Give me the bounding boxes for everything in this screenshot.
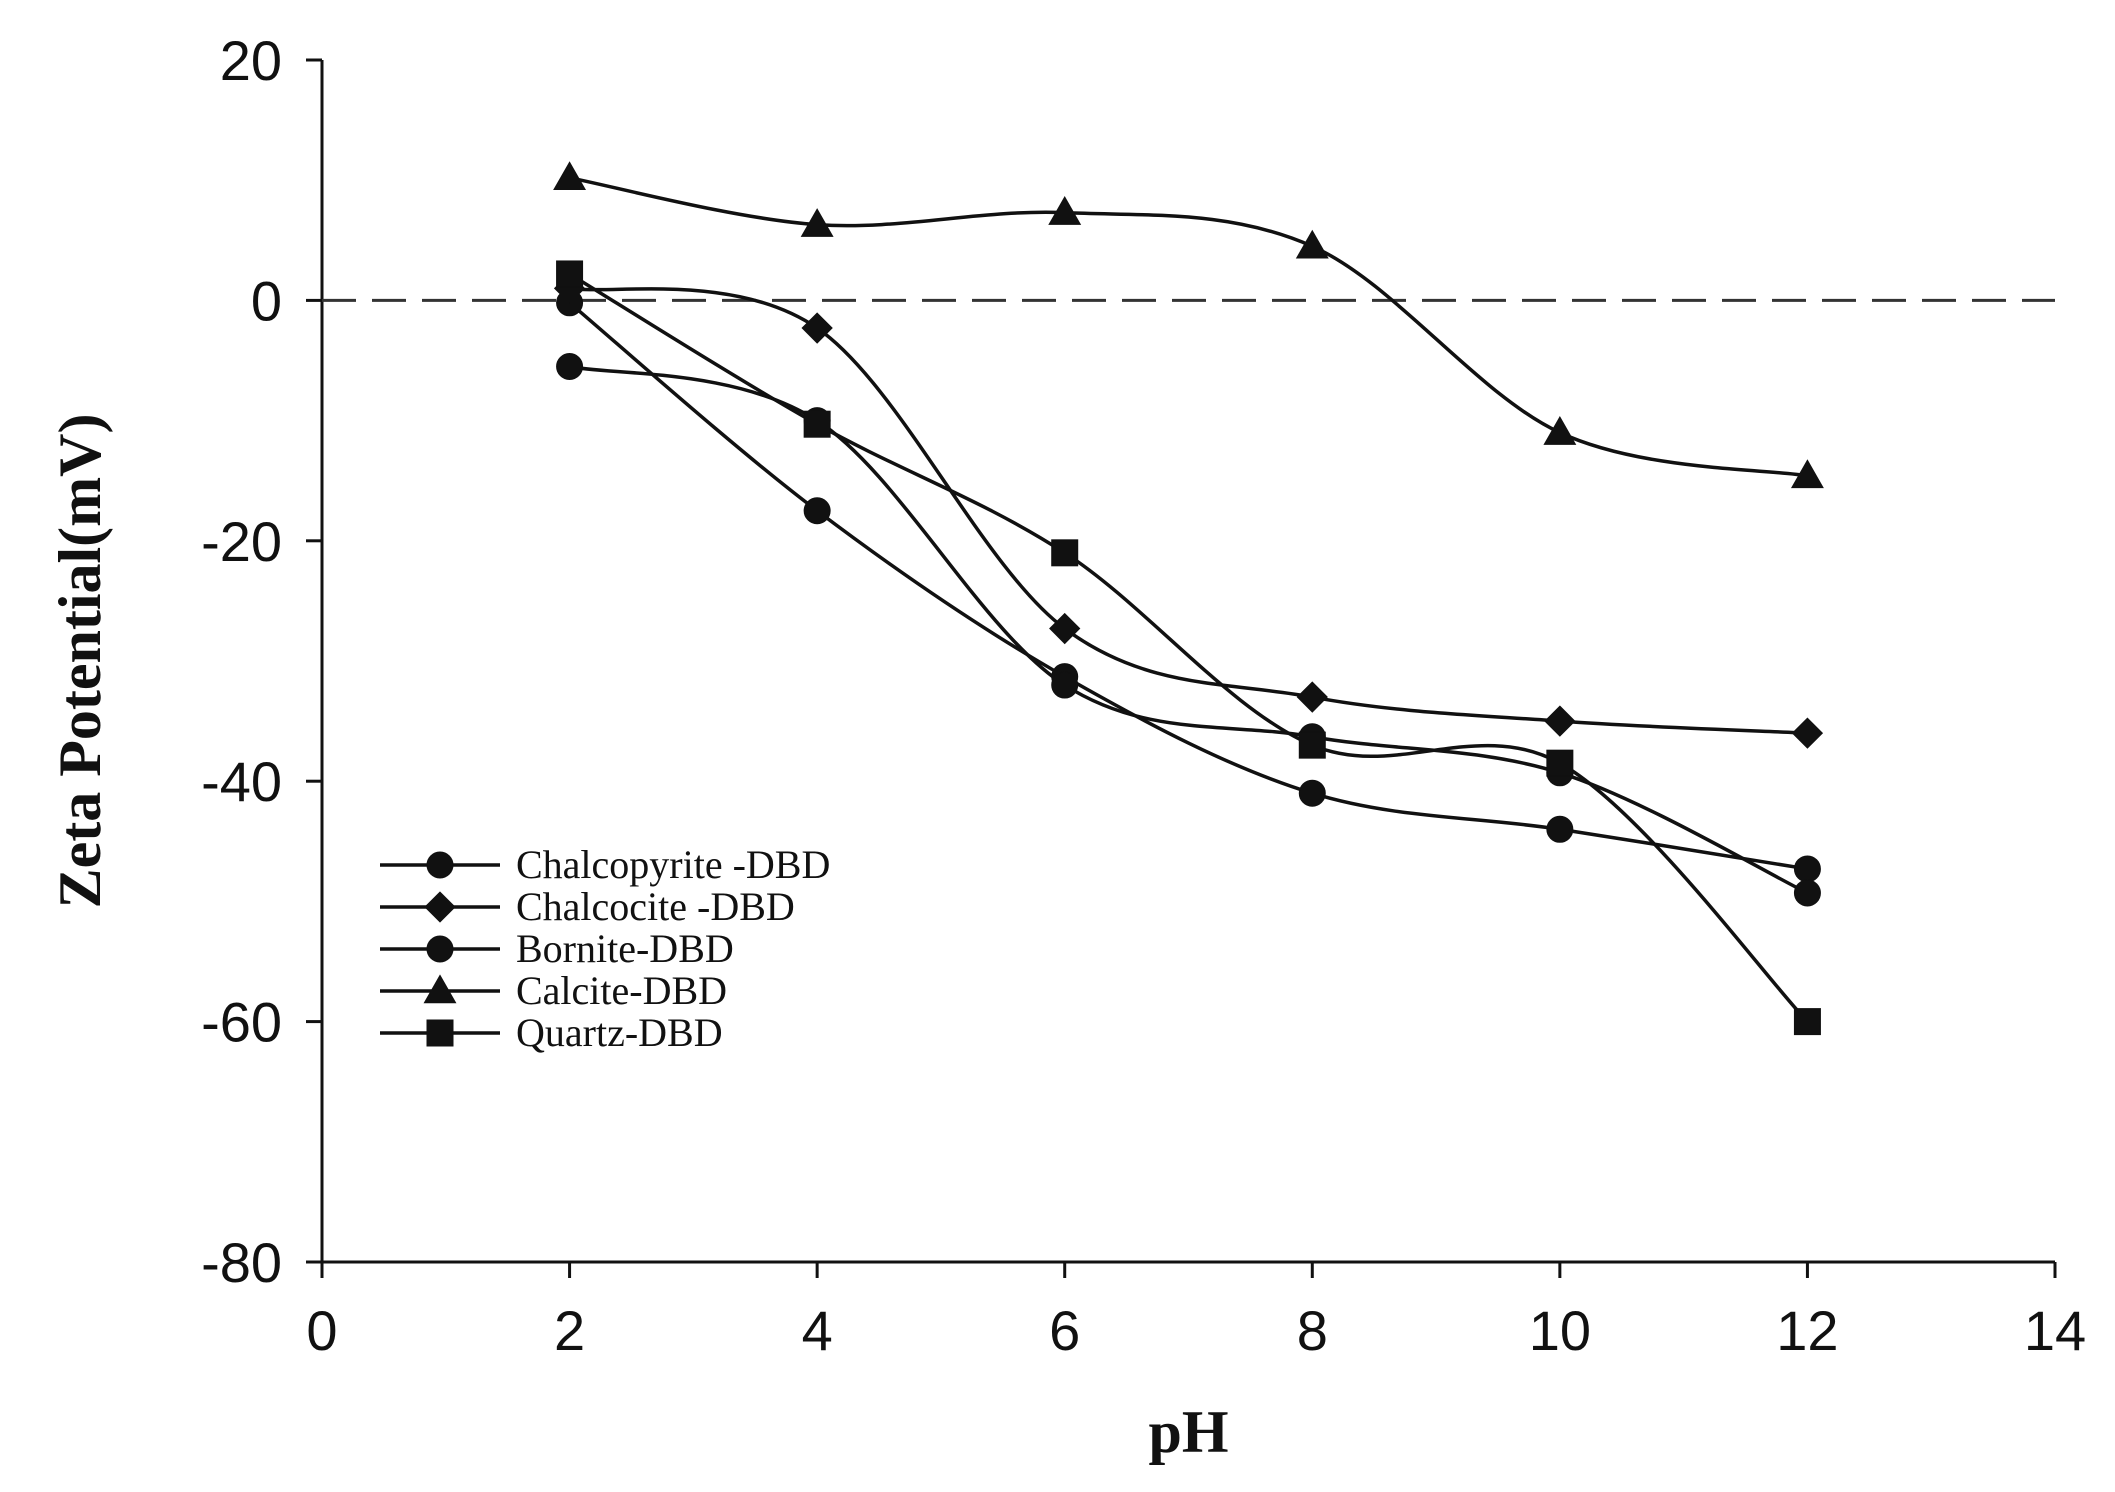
legend-label: Chalcocite -DBD (516, 884, 795, 929)
data-point-quartz-dbd (1546, 749, 1574, 777)
data-point-bornite-dbd (1051, 671, 1079, 699)
x-tick-label: 8 (1297, 1299, 1328, 1362)
legend-item-quartz-dbd: Quartz-DBD (380, 1010, 723, 1055)
legend-item-chalcopyrite-dbd: Chalcopyrite -DBD (380, 842, 830, 887)
legend-label: Quartz-DBD (516, 1010, 723, 1055)
series-line-calcite-dbd (569, 176, 1808, 478)
data-point-calcite-dbd (553, 161, 587, 190)
x-tick-label: 0 (306, 1299, 337, 1362)
data-point-chalcocite-dbd (1791, 717, 1824, 749)
y-tick-label: -20 (201, 510, 282, 573)
series-chalcocite-dbd (553, 272, 1824, 749)
data-point-calcite-dbd (1295, 229, 1329, 259)
data-point-bornite-dbd (556, 353, 584, 381)
data-point-calcite-dbd (1543, 416, 1577, 445)
legend-item-bornite-dbd: Bornite-DBD (380, 926, 734, 971)
legend-label: Calcite-DBD (516, 968, 727, 1013)
x-tick-label: 12 (1776, 1299, 1838, 1362)
series-bornite-dbd (556, 353, 1821, 907)
legend-marker-chalcocite-dbd (424, 891, 456, 923)
data-point-quartz-dbd (556, 260, 584, 288)
x-tick-label: 2 (554, 1299, 585, 1362)
legend-label: Bornite-DBD (516, 926, 734, 971)
data-point-calcite-dbd (1790, 459, 1824, 489)
data-point-chalcocite-dbd (1544, 705, 1576, 737)
series-quartz-dbd (556, 260, 1821, 1036)
legend-marker-calcite-dbd (423, 974, 457, 1004)
legend-marker-quartz-dbd (426, 1019, 454, 1047)
y-tick-label: -80 (201, 1231, 282, 1294)
data-point-chalcocite-dbd (1049, 612, 1081, 645)
data-point-quartz-dbd (1298, 731, 1326, 759)
y-tick-label: -60 (201, 991, 282, 1054)
data-point-chalcopyrite-dbd (1298, 779, 1326, 807)
x-tick-label: 10 (1529, 1299, 1591, 1362)
data-point-bornite-dbd (1793, 879, 1821, 907)
legend-marker-bornite-dbd (426, 935, 454, 963)
series-line-chalcocite-dbd (569, 286, 1808, 735)
data-point-chalcocite-dbd (1296, 681, 1328, 713)
series-line-quartz-dbd (568, 272, 1809, 1023)
data-point-chalcopyrite-dbd (803, 497, 831, 525)
y-axis-title: Zeta Potential(mV) (47, 414, 113, 909)
legend-label: Chalcopyrite -DBD (516, 842, 830, 887)
legend-item-calcite-dbd: Calcite-DBD (380, 968, 727, 1013)
x-tick-label: 4 (802, 1299, 833, 1362)
y-tick-label: 20 (220, 29, 282, 92)
series-line-chalcopyrite-dbd (568, 301, 1808, 871)
legend-marker-chalcopyrite-dbd (426, 851, 454, 879)
y-tick-label: -40 (201, 750, 282, 813)
series-line-bornite-dbd (569, 364, 1809, 895)
x-tick-label: 6 (1049, 1299, 1080, 1362)
y-tick-label: 0 (251, 269, 282, 332)
legend-item-chalcocite-dbd: Chalcocite -DBD (380, 884, 795, 929)
data-point-chalcopyrite-dbd (1793, 855, 1821, 883)
series-chalcopyrite-dbd (556, 289, 1821, 883)
x-tick-label: 14 (2024, 1299, 2086, 1362)
series-layer (553, 161, 1824, 1036)
data-point-quartz-dbd (803, 410, 831, 438)
series-calcite-dbd (553, 161, 1824, 489)
data-point-quartz-dbd (1793, 1008, 1821, 1036)
data-point-chalcopyrite-dbd (1546, 815, 1574, 843)
axes-layer: 0 2 4 6 8 10 12 14 -80 -60 -40 -20 0 20 (201, 29, 2086, 1362)
x-axis-title: pH (1148, 1399, 1228, 1465)
data-point-calcite-dbd (1048, 196, 1082, 225)
data-point-quartz-dbd (1051, 539, 1079, 567)
data-point-calcite-dbd (800, 208, 834, 237)
data-point-chalcocite-dbd (801, 312, 833, 344)
